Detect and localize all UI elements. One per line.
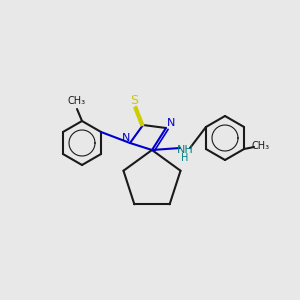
Text: S: S xyxy=(130,94,138,106)
Text: N: N xyxy=(122,133,130,143)
Text: CH₃: CH₃ xyxy=(252,141,270,151)
Text: H: H xyxy=(181,153,189,163)
Text: CH₃: CH₃ xyxy=(68,96,86,106)
Text: N: N xyxy=(167,118,175,128)
Text: NH: NH xyxy=(177,145,194,155)
